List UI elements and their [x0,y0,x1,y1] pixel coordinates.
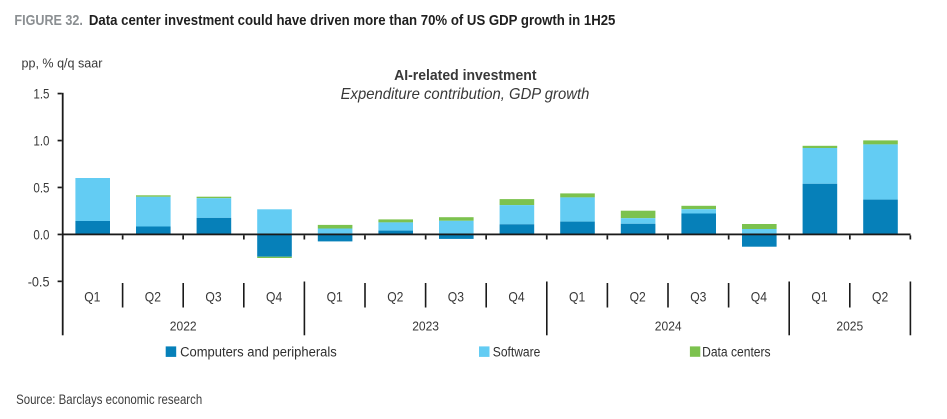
svg-text:Data center investment could h: Data center investment could have driven… [89,12,616,29]
svg-text:Source: Barclays economic rese: Source: Barclays economic research [16,392,202,407]
svg-text:2022: 2022 [170,318,197,333]
svg-text:Q2: Q2 [387,289,403,304]
svg-text:2023: 2023 [412,318,439,333]
svg-text:Q4: Q4 [266,289,283,304]
svg-text:AI-related investment: AI-related investment [394,67,536,84]
svg-text:1.0: 1.0 [33,134,49,149]
svg-text:Data centers: Data centers [702,344,771,359]
svg-text:Computers and peripherals: Computers and peripherals [180,344,337,359]
svg-text:Expenditure contribution, GDP: Expenditure contribution, GDP growth [341,86,590,103]
svg-text:2024: 2024 [655,318,682,333]
svg-text:Q4: Q4 [751,289,768,304]
svg-text:Q2: Q2 [630,289,646,304]
svg-text:2025: 2025 [836,318,863,333]
svg-text:1.5: 1.5 [33,87,49,102]
svg-text:Q3: Q3 [205,289,221,304]
svg-text:Q3: Q3 [690,289,706,304]
svg-text:Q2: Q2 [145,289,161,304]
svg-text:Software: Software [493,344,541,359]
svg-text:Q1: Q1 [811,289,827,304]
svg-text:Q1: Q1 [569,289,585,304]
svg-text:Q3: Q3 [448,289,464,304]
svg-text:0.5: 0.5 [33,181,49,196]
svg-text:pp, % q/q saar: pp, % q/q saar [22,56,104,71]
svg-text:0.0: 0.0 [33,227,49,242]
svg-text:Q1: Q1 [327,289,343,304]
svg-text:Q4: Q4 [508,289,525,304]
svg-text:Q2: Q2 [872,289,888,304]
svg-text:FIGURE 32.: FIGURE 32. [14,12,83,29]
svg-text:Q1: Q1 [84,289,100,304]
svg-text:-0.5: -0.5 [28,274,50,289]
